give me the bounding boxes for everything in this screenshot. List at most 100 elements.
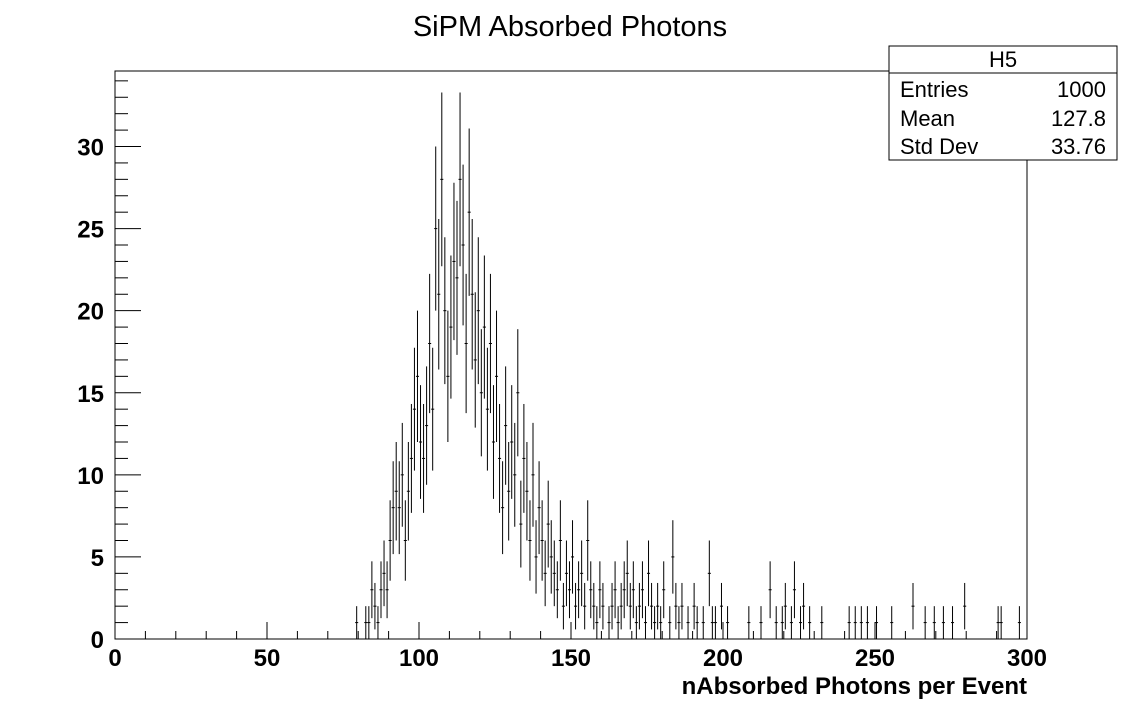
histogram-bin	[531, 422, 535, 527]
histogram-bin	[875, 606, 879, 639]
histogram-bin	[577, 561, 581, 619]
histogram-bin	[713, 606, 717, 639]
histogram-bin	[382, 540, 386, 607]
histogram-bin	[674, 582, 678, 630]
histogram-bin	[598, 561, 602, 619]
histogram-bin	[422, 403, 426, 513]
y-tick-label: 10	[77, 463, 104, 490]
histogram-bin	[373, 582, 377, 630]
histogram-bin	[719, 582, 723, 630]
x-tick-label: 0	[108, 645, 121, 672]
histogram-bin	[996, 606, 1000, 639]
histogram-bin	[1017, 606, 1021, 639]
histogram-bin	[890, 606, 894, 639]
histogram-bin	[364, 606, 368, 639]
histogram-bin	[820, 606, 824, 639]
histogram-bin	[653, 606, 657, 639]
histogram-bin	[595, 606, 599, 639]
histogram-bin	[792, 561, 796, 619]
histogram-bin	[847, 606, 851, 639]
x-tick-label: 100	[399, 645, 439, 672]
histogram-bin	[640, 561, 644, 619]
histogram-bin	[564, 540, 568, 607]
histogram-bin	[631, 561, 635, 619]
histogram-bin	[525, 442, 529, 541]
histogram-bin	[552, 540, 556, 607]
histogram-bin	[394, 442, 398, 541]
y-tick-label: 15	[77, 381, 104, 408]
histogram-bin	[543, 540, 547, 607]
histogram-bin	[613, 561, 617, 619]
histogram-bin	[650, 582, 654, 630]
histogram-bin	[692, 582, 696, 630]
histogram-bin	[707, 540, 711, 607]
histogram-bin	[415, 310, 419, 443]
histogram-bin	[440, 92, 444, 267]
histogram-bin	[355, 606, 359, 639]
histogram-bin	[799, 606, 803, 639]
histogram-bin	[574, 582, 578, 630]
histogram-bin	[467, 128, 471, 296]
y-axis: 0 5 10 15 20 25 30	[77, 80, 141, 654]
histogram-bin	[911, 582, 915, 630]
histogram-bin	[865, 606, 869, 639]
histogram-bin	[476, 237, 480, 385]
histogram-bin	[449, 255, 453, 399]
histogram-bin	[780, 606, 784, 639]
histogram-bin	[428, 273, 432, 414]
histogram-bin	[628, 582, 632, 630]
stats-stddev-value: 33.76	[1051, 134, 1106, 159]
histogram-bin	[464, 273, 468, 414]
histogram-bin	[443, 237, 447, 385]
stats-entries-value: 1000	[1057, 77, 1106, 102]
histogram-bin	[701, 606, 705, 639]
histogram-bin	[619, 582, 623, 630]
histogram-bin	[403, 500, 407, 581]
histogram-bins	[355, 92, 1021, 639]
histogram-bin	[406, 442, 410, 541]
histogram-bin	[686, 606, 690, 639]
histogram-bin	[510, 385, 514, 499]
stats-box-title: H5	[989, 47, 1017, 72]
histogram-bin	[789, 606, 793, 639]
histogram-bin	[647, 540, 651, 607]
histogram-bin	[549, 520, 553, 594]
histogram-bin	[963, 582, 967, 630]
x-tick-label: 150	[551, 645, 591, 672]
histogram-bin	[555, 561, 559, 619]
histogram-bin	[592, 582, 596, 630]
histogram-bin	[409, 403, 413, 513]
histogram-bin	[370, 561, 374, 619]
histogram-bin	[519, 480, 523, 568]
histogram-bin	[455, 200, 459, 355]
histogram-bin	[710, 606, 714, 639]
histogram-bin	[391, 461, 395, 555]
histogram-bin	[634, 606, 638, 639]
histogram-bin	[802, 582, 806, 630]
histogram-bin	[400, 422, 404, 527]
y-tick-label: 25	[77, 217, 104, 244]
x-axis: 0 50 100 150 200 250 300	[108, 622, 1047, 672]
histogram-bin	[668, 606, 672, 639]
histogram-bin	[759, 606, 763, 639]
histogram-bin	[379, 561, 383, 619]
histogram-bin	[656, 582, 660, 630]
histogram-bin	[561, 582, 565, 630]
histogram-bin	[768, 561, 772, 619]
histogram-bin	[528, 500, 532, 581]
stats-stddev-label: Std Dev	[900, 134, 978, 159]
histogram-bin	[558, 500, 562, 581]
histogram-bin	[637, 582, 641, 630]
stats-box-frame	[888, 45, 1118, 161]
histogram-bin	[659, 606, 663, 639]
x-tick-label: 200	[703, 645, 743, 672]
histogram-bin	[485, 347, 489, 471]
histogram-bin	[437, 219, 441, 370]
stats-mean-value: 127.8	[1051, 106, 1106, 131]
histogram-bin	[677, 606, 681, 639]
histogram-bin	[610, 582, 614, 630]
histogram-bin	[941, 606, 945, 639]
histogram-bin	[671, 520, 675, 594]
histogram-bin	[501, 461, 505, 555]
